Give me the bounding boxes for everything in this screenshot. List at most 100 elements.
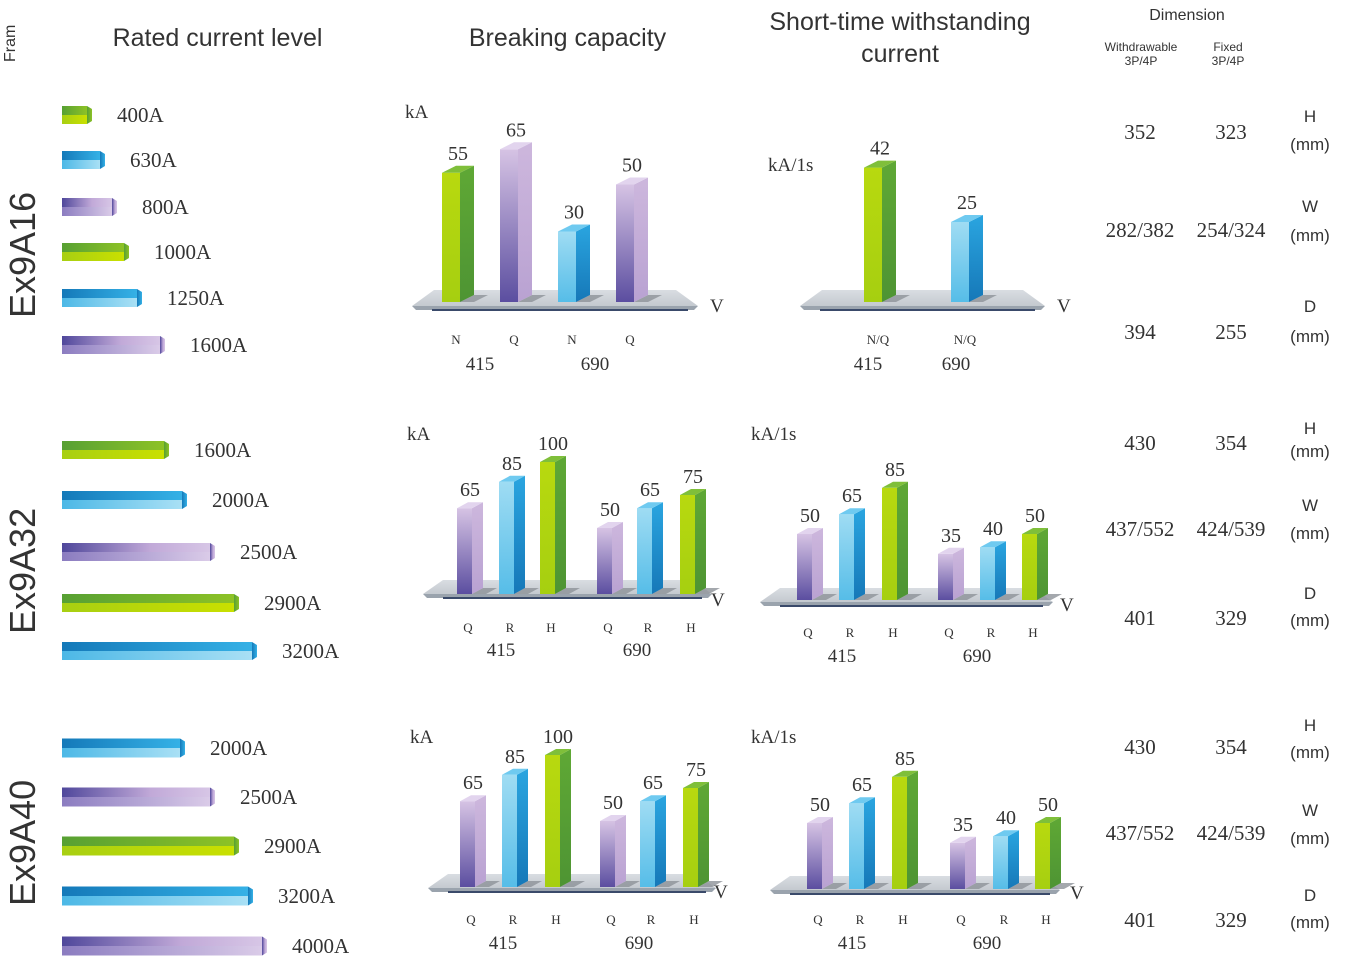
bar: [558, 224, 604, 302]
bar-value-label: 65: [643, 772, 663, 794]
fixed-header-line1: Fixed: [1213, 40, 1243, 54]
bar: [980, 541, 1020, 600]
bar-value-label: 50: [1025, 505, 1045, 527]
bar-value-label: 85: [895, 748, 915, 770]
bar: [1022, 528, 1062, 600]
dimension-withdrawable-value: 437/552: [1105, 821, 1175, 845]
y-axis-label: kA/1s: [751, 727, 796, 748]
bar: [637, 502, 677, 594]
rated-current-label: 1250A: [167, 286, 225, 310]
category-label: H: [546, 620, 555, 635]
bar-chart: kA V 65 Q 85 R 100 H 50 Q 65 R 75 H 415 690: [410, 726, 728, 954]
dimension-unit-label: (mm): [1290, 226, 1330, 245]
dimension-axis-label: W: [1301, 496, 1319, 515]
bar-value-label: 75: [683, 466, 703, 488]
bar-value-label: 35: [953, 814, 973, 836]
dimension-fixed-value: 354: [1215, 735, 1247, 759]
category-label: N: [567, 332, 577, 347]
category-label: R: [644, 620, 653, 635]
dimension-withdrawable-value: 282/382: [1105, 218, 1175, 242]
dimension-fixed-value: 329: [1215, 908, 1247, 932]
category-label: N/Q: [954, 332, 977, 347]
bar-value-label: 65: [842, 485, 862, 507]
dimension-fixed-value: 254/324: [1196, 218, 1266, 242]
bar-value-label: 25: [957, 192, 977, 214]
voltage-group-label: 690: [973, 933, 1002, 954]
category-label: Q: [466, 912, 476, 927]
bar-value-label: 50: [1038, 794, 1058, 816]
bar: [457, 502, 497, 594]
bar-value-label: 65: [463, 772, 483, 794]
bar: [892, 770, 932, 889]
voltage-group-label: 690: [963, 646, 992, 667]
bar-value-label: 85: [505, 746, 525, 768]
y-axis-label: kA: [405, 102, 429, 123]
dimension-fixed-value: 323: [1215, 120, 1247, 144]
bar-value-label: 65: [640, 479, 660, 501]
voltage-group-label: 415: [854, 354, 883, 375]
dimension-fixed-value: 329: [1215, 606, 1247, 630]
category-label: Q: [813, 912, 823, 927]
x-axis-label: V: [710, 296, 724, 317]
rated-current-label: 2500A: [240, 785, 298, 809]
voltage-group-label: 690: [625, 933, 654, 954]
bar: [882, 481, 922, 600]
y-axis-label: kA/1s: [751, 424, 796, 445]
category-label: R: [846, 625, 855, 640]
bar-value-label: 42: [870, 138, 890, 160]
rated-bar: [62, 151, 105, 169]
category-label: H: [888, 625, 897, 640]
rated-bar: [62, 738, 185, 758]
bar: [938, 547, 978, 600]
withdrawable-header-line2: 3P/4P: [1124, 54, 1158, 68]
bar-value-label: 50: [800, 505, 820, 527]
bar-value-label: 50: [622, 155, 642, 177]
bar-value-label: 65: [506, 119, 526, 141]
bar: [442, 165, 488, 302]
rated-current-label: 3200A: [282, 639, 340, 663]
bar-value-label: 65: [460, 479, 480, 501]
bar-value-label: 100: [543, 726, 573, 748]
dimension-header: Dimension: [1149, 7, 1225, 24]
bar-value-label: 40: [996, 807, 1016, 829]
category-label: R: [856, 912, 865, 927]
voltage-group-label: 415: [838, 933, 867, 954]
bar: [499, 475, 539, 594]
bar: [545, 749, 585, 887]
bar: [500, 142, 546, 302]
category-label: Q: [463, 620, 473, 635]
y-axis-label: kA/1s: [768, 155, 813, 176]
voltage-group-label: 690: [942, 354, 971, 375]
category-label: H: [689, 912, 698, 927]
bar: [993, 830, 1033, 889]
rated-bar: [62, 289, 142, 307]
voltage-group-label: 415: [828, 646, 857, 667]
x-axis-label: V: [1057, 296, 1071, 317]
category-label: N: [451, 332, 461, 347]
bar: [640, 795, 680, 887]
dimension-axis-label: D: [1303, 584, 1317, 603]
category-label: R: [1000, 912, 1009, 927]
rated-current-label: 1000A: [154, 240, 212, 264]
bar: [460, 795, 500, 887]
bar-value-label: 100: [538, 433, 568, 455]
short-time-header: Short-time withstanding current: [760, 6, 1040, 70]
x-axis-label: V: [714, 882, 728, 903]
dimension-unit-label: (mm): [1290, 135, 1330, 154]
category-label: H: [1028, 625, 1037, 640]
bar-value-label: 50: [603, 792, 623, 814]
fixed-header-line2: 3P/4P: [1211, 54, 1245, 68]
dimension-axis-label: W: [1301, 197, 1319, 216]
dimension-unit-label: (mm): [1290, 327, 1330, 346]
category-label: R: [647, 912, 656, 927]
rated-bar: [62, 787, 215, 807]
category-label: Q: [509, 332, 519, 347]
dimension-fixed-value: 255: [1215, 320, 1247, 344]
category-label: N/Q: [867, 332, 890, 347]
bar-chart: kA/1s V 50 Q 65 R 85 H 35 Q 40 R 50 H 415 690: [751, 727, 1084, 954]
bar: [950, 836, 990, 889]
rated-bar: [62, 198, 117, 216]
dimension-axis-label: H: [1303, 107, 1317, 126]
withdrawable-header-line1: Withdrawable: [1104, 40, 1178, 54]
bar-value-label: 40: [983, 518, 1003, 540]
